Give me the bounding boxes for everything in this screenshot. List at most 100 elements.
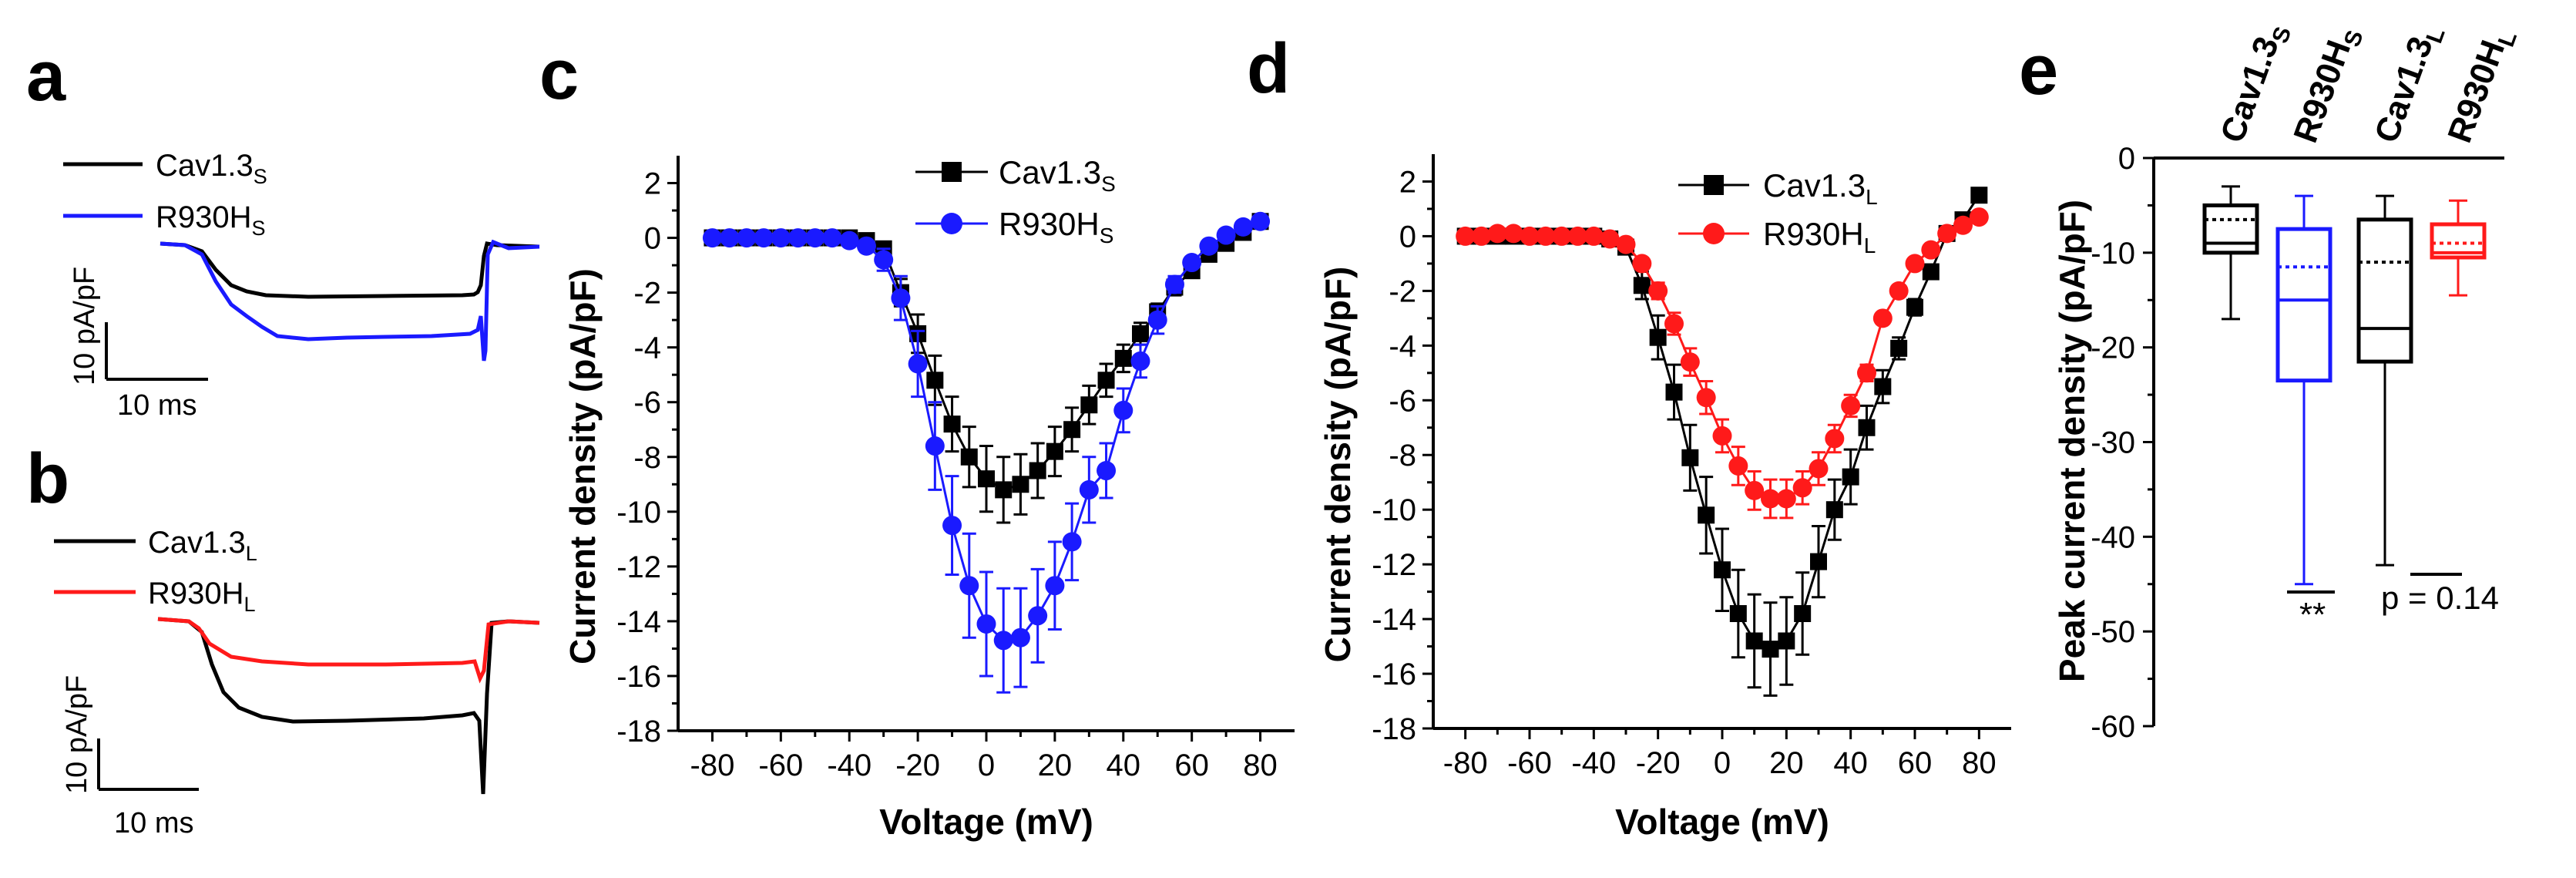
data-point — [1889, 281, 1909, 301]
data-point — [942, 516, 962, 536]
data-point — [1841, 395, 1861, 415]
series-r930h-l — [1456, 207, 1989, 520]
data-point — [720, 228, 740, 248]
x-tick-label: -60 — [758, 748, 803, 782]
data-point — [1164, 274, 1184, 294]
data-point — [856, 236, 876, 256]
data-point — [1681, 449, 1699, 466]
box-cav13-s — [2202, 185, 2259, 321]
panel-letter-d: d — [1247, 29, 1290, 108]
y-axis-label: Current density (pA/pF) — [1318, 267, 1358, 663]
data-point — [1147, 310, 1167, 330]
x-tick-label: 40 — [1107, 748, 1141, 782]
y-axis-label: Current density (pA/pF) — [563, 268, 603, 664]
category-label: Cav1.3L — [2367, 19, 2450, 150]
data-point — [1810, 553, 1827, 570]
data-point — [993, 631, 1013, 651]
data-point — [1664, 314, 1684, 334]
data-point — [1063, 421, 1081, 439]
legend-marker-circle — [1703, 223, 1725, 244]
box — [2202, 203, 2259, 255]
x-tick-label: -40 — [827, 748, 872, 782]
y-tick-label: 0 — [644, 222, 661, 256]
x-tick-label: -60 — [1507, 746, 1552, 780]
scale-x-label: 10 ms — [114, 807, 193, 839]
data-point — [1762, 641, 1779, 658]
data-point — [995, 481, 1013, 499]
significance-label-1: ** — [2299, 596, 2326, 634]
significance-label-2: p = 0.14 — [2381, 580, 2499, 616]
x-tick-label: 60 — [1174, 748, 1209, 782]
y-tick-label: -12 — [616, 550, 661, 584]
data-point — [737, 228, 757, 248]
data-point — [1633, 277, 1651, 294]
data-point — [1046, 442, 1063, 460]
data-point — [1132, 325, 1149, 342]
x-tick-label: 20 — [1769, 746, 1804, 780]
data-point — [1649, 328, 1667, 346]
data-point — [925, 436, 945, 456]
data-point — [926, 372, 944, 389]
data-point — [1233, 217, 1253, 237]
data-point — [754, 228, 774, 248]
legend: Cav1.3S R930HS — [915, 154, 1116, 247]
y-tick-label: -18 — [1372, 712, 1416, 746]
data-point — [1680, 352, 1700, 372]
data-point — [1761, 489, 1780, 509]
box-chart-e: 0 -10 -20 -30 -40 -50 -60 Cav1.3SR930HSCav1.3L… — [2052, 19, 2522, 744]
y-tick-label: -18 — [616, 715, 661, 748]
data-point — [1199, 236, 1219, 256]
x-tick-label: 0 — [978, 748, 995, 782]
y-tick-label: -12 — [1372, 548, 1416, 582]
data-point — [1696, 388, 1716, 408]
legend-label-mutant: R930HL — [148, 577, 256, 616]
boxes — [2202, 185, 2487, 586]
data-point — [1568, 226, 1587, 246]
data-point — [1600, 229, 1620, 249]
x-tick-label: -20 — [1636, 746, 1681, 780]
data-point — [1794, 605, 1812, 622]
data-point — [1872, 308, 1893, 328]
data-point — [1970, 187, 1988, 204]
y-tick-label: -4 — [1389, 329, 1416, 363]
y-tick-label: -8 — [1389, 439, 1416, 473]
data-point — [822, 228, 842, 248]
data-point — [1456, 226, 1476, 246]
data-point — [1216, 225, 1236, 245]
box — [2356, 217, 2413, 364]
data-point — [1906, 298, 1923, 316]
y-tick-label: -50 — [2091, 615, 2135, 649]
trace-mutant — [157, 617, 540, 684]
data-point — [1890, 339, 1908, 357]
legend-label-mutant: R930HS — [999, 206, 1113, 247]
y-tick-label: 2 — [644, 167, 661, 201]
data-point — [960, 448, 978, 466]
data-series — [1456, 187, 1989, 697]
y-tick-label: -30 — [2091, 426, 2135, 460]
y-tick-label: -16 — [616, 660, 661, 694]
panel-a: Cav1.3S R930HS 10 pA/pF 10 ms — [63, 149, 540, 422]
data-point — [1130, 351, 1150, 371]
data-point — [1029, 462, 1046, 479]
legend: Cav1.3L R930HL — [1678, 167, 1878, 257]
legend-label-wt: Cav1.3L — [1763, 167, 1878, 209]
legend-marker-square — [942, 162, 962, 182]
y-tick-label: -40 — [2091, 520, 2135, 554]
legend-label-mutant: R930HL — [1763, 216, 1876, 257]
panel-b: Cav1.3L R930HL 10 pA/pF 10 ms — [54, 526, 540, 839]
data-point — [1552, 226, 1572, 246]
box-r930h-l — [2430, 199, 2487, 297]
data-point — [788, 228, 808, 248]
x-tick-label: 80 — [1962, 746, 1997, 780]
scale-x-label: 10 ms — [117, 389, 196, 422]
trace-wt — [157, 617, 540, 795]
data-point — [1097, 461, 1117, 481]
data-point — [1728, 456, 1748, 476]
y-tick-label: -16 — [1372, 658, 1416, 691]
data-point — [1472, 226, 1491, 246]
data-point — [1712, 426, 1732, 446]
data-point — [874, 250, 894, 270]
data-point — [805, 228, 825, 248]
data-point — [908, 354, 928, 374]
